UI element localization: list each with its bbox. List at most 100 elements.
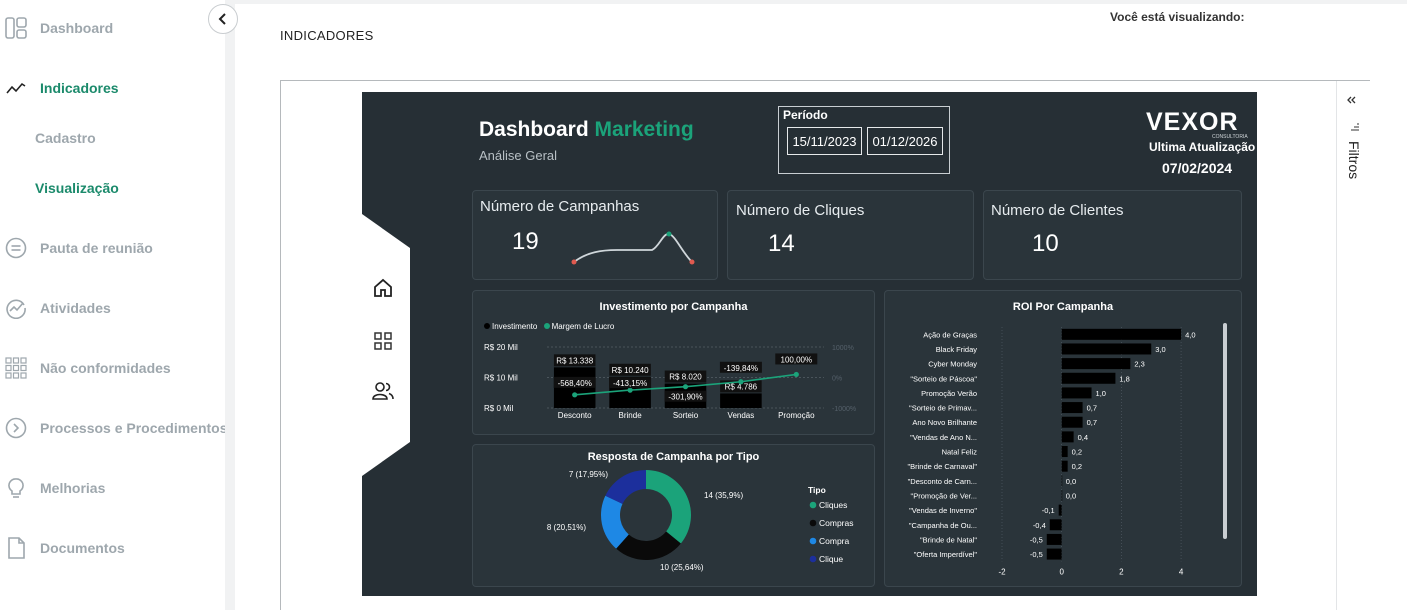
brand-logo: VEXOR — [1146, 108, 1239, 136]
legend-title: Tipo — [808, 485, 826, 495]
category-label: Cyber Monday — [928, 360, 977, 369]
grid-view-icon[interactable] — [374, 332, 392, 350]
category-label: "Vendas de Inverno" — [909, 506, 977, 515]
sidebar-collapse-button[interactable] — [208, 4, 238, 34]
bar-data-label: -0,5 — [1030, 550, 1043, 559]
nav-label: Dashboard — [40, 20, 114, 36]
period-panel — [778, 106, 950, 174]
y2-tick-label: 0% — [832, 376, 842, 383]
y2-tick-label: -1000% — [832, 406, 856, 413]
donut-slice — [601, 495, 629, 549]
bar — [1046, 533, 1062, 545]
y-tick-label: R$ 0 Mil — [484, 404, 514, 413]
legend-label: Cliques — [819, 500, 847, 510]
kpi-card-clientes — [983, 190, 1242, 280]
margin-data-label: -568,40% — [558, 379, 592, 388]
margin-data-label: 100,00% — [781, 355, 813, 364]
category-label: "Brinde de Carnaval" — [907, 462, 977, 471]
donut-slice — [646, 470, 691, 544]
double-chevron-left-icon[interactable] — [1347, 95, 1357, 105]
category-label: "Promoção de Ver... — [911, 491, 977, 500]
report-canvas: Dashboard Marketing Análise Geral Períod… — [362, 92, 1257, 596]
margin-data-label: -301,90% — [668, 393, 702, 402]
x-tick-label: Sorteio — [673, 411, 699, 420]
category-label: "Sorteio de Páscoa" — [910, 374, 977, 383]
date-from[interactable]: 15/11/2023 — [787, 127, 862, 155]
filter-pane[interactable]: Filtros — [1336, 81, 1370, 610]
x-tick-label: Desconto — [558, 411, 592, 420]
legend-swatch — [809, 501, 817, 509]
nav-label: Indicadores — [40, 80, 119, 96]
x-tick-label: Vendas — [728, 411, 755, 420]
margin-point — [682, 384, 689, 390]
nav-item-atividades[interactable]: Atividades — [0, 288, 225, 328]
bar — [1049, 519, 1062, 531]
update-date: 07/02/2024 — [1162, 160, 1233, 176]
data-label-bg — [609, 377, 652, 389]
document-icon — [8, 537, 25, 559]
bar — [1061, 489, 1063, 501]
nav-item-nao-conformidades[interactable]: Não conformidades — [0, 348, 225, 388]
margin-point — [738, 379, 744, 385]
date-to[interactable]: 01/12/2026 — [867, 127, 943, 155]
bar-data-label: 1,0 — [1096, 389, 1106, 398]
bar-data-label: R$ 10.240 — [612, 366, 649, 375]
nav-item-indicadores[interactable]: Indicadores — [0, 68, 225, 108]
sub-item-visualizacao[interactable]: Visualização — [35, 180, 119, 196]
kpi-card-cliques — [727, 190, 974, 280]
bar — [1061, 328, 1182, 340]
home-icon[interactable] — [373, 278, 393, 298]
response-chart: 14 (35,9%) 10 (25,64%) 8 (20,51%) 7 (17,95%… — [547, 470, 853, 572]
bar-data-label: 0,4 — [1078, 433, 1088, 442]
margin-point — [627, 387, 633, 393]
bar — [1046, 548, 1062, 560]
bar-data-label: 1,8 — [1119, 374, 1129, 383]
data-label-bg — [775, 353, 818, 365]
data-label-bg — [664, 370, 707, 383]
donut-slice — [616, 531, 681, 560]
bar-data-label: 3,0 — [1155, 345, 1165, 354]
nav-item-documentos[interactable]: Documentos — [0, 528, 225, 568]
x-tick-label: 2 — [1119, 567, 1124, 576]
category-label: "Oferta Imperdível" — [914, 550, 978, 559]
activity-icon — [6, 299, 26, 319]
x-tick-label: Brinde — [619, 411, 643, 420]
bar-data-label: R$ 8.020 — [669, 373, 702, 382]
bar-data-label: 0,7 — [1087, 404, 1097, 413]
margin-point — [793, 371, 799, 378]
bar — [1061, 402, 1083, 414]
filters-label[interactable]: Filtros — [1346, 141, 1362, 180]
nav-label: Atividades — [40, 300, 111, 316]
category-label: Ano Novo Brilhante — [912, 418, 977, 427]
bar — [1061, 416, 1083, 428]
nav-item-pauta[interactable]: Pauta de reunião — [0, 228, 225, 268]
title-word: Dashboard — [479, 118, 589, 141]
bar-data-label: 4,0 — [1185, 330, 1195, 339]
category-label: "Sorteio de Primav... — [909, 404, 977, 413]
bar-data-label: 0,2 — [1072, 448, 1082, 457]
donut-slice — [605, 470, 646, 504]
data-label-bg — [664, 390, 707, 402]
category-label: Ação de Graças — [923, 330, 977, 339]
bar-data-label: 0,7 — [1087, 418, 1097, 427]
x-tick-label: Promoção — [778, 411, 815, 420]
nav-item-melhorias[interactable]: Melhorias — [0, 468, 225, 508]
bar-data-label: R$ 13.338 — [556, 356, 593, 365]
kpi-card-campanhas — [472, 190, 718, 280]
bar-data-label: 0,0 — [1066, 477, 1076, 486]
bar-data-label: -0,1 — [1042, 506, 1055, 515]
users-icon[interactable] — [372, 381, 394, 401]
kpi-value: 10 — [1032, 230, 1059, 257]
data-label-bg — [553, 354, 596, 367]
roi-scrollbar[interactable] — [1223, 323, 1227, 539]
nav-item-processos[interactable]: Processos e Procedimentos — [0, 408, 228, 448]
nav-label: Processos e Procedimentos — [40, 420, 228, 436]
legend-swatch — [809, 555, 817, 563]
legend-swatch — [809, 537, 817, 545]
nav-item-dashboard[interactable]: Dashboard — [0, 8, 225, 48]
chevron-circle-icon — [5, 417, 27, 439]
nav-label: Documentos — [40, 540, 125, 556]
sub-item-cadastro[interactable]: Cadastro — [35, 130, 96, 146]
legend-dot-investimento — [484, 323, 490, 329]
investment-legend: Investimento Margem de Lucro — [484, 322, 614, 331]
